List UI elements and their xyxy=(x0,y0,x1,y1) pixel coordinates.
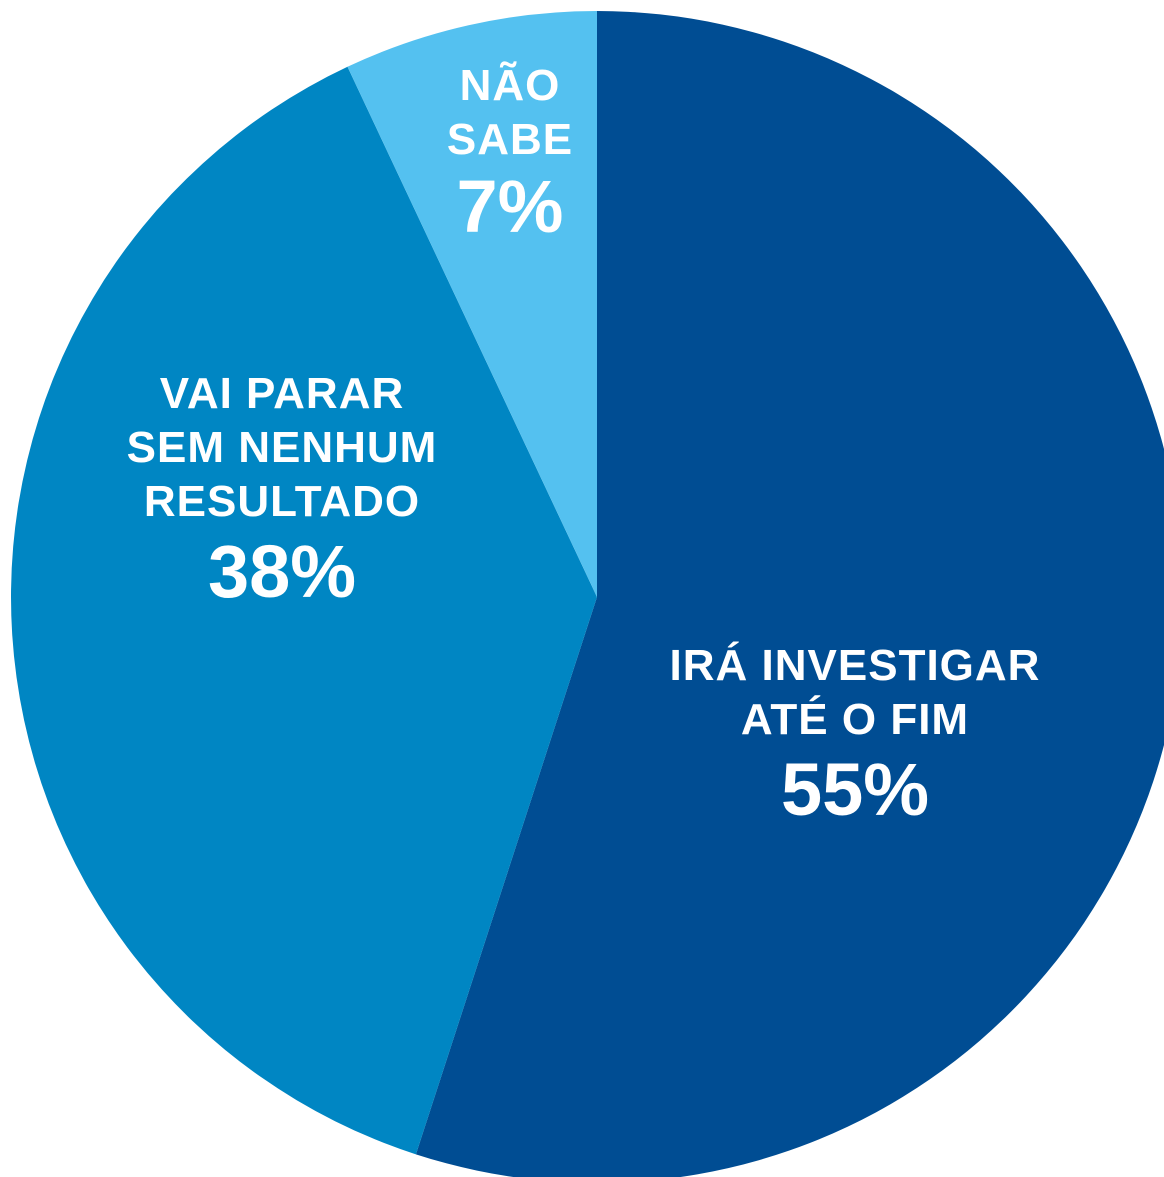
value-label: 7% xyxy=(457,165,564,248)
label-line: VAI PARAR xyxy=(160,369,405,418)
label-line: SABE xyxy=(447,115,573,164)
label-line: SEM NENHUM xyxy=(127,423,438,472)
label-line: IRÁ INVESTIGAR xyxy=(670,640,1041,690)
pie-slice xyxy=(347,11,597,597)
label-line: RESULTADO xyxy=(144,477,420,526)
label-line: NÃO xyxy=(460,60,561,110)
pie-slice xyxy=(415,11,1164,1177)
pie-slice xyxy=(11,66,597,1155)
label-line: ATÉ O FIM xyxy=(741,694,969,744)
slice-label: VAI PARAR SEM NENHUM RESULTADO xyxy=(127,369,438,526)
value-label: 55% xyxy=(781,748,929,831)
slice-label: NÃO SABE xyxy=(447,60,573,164)
value-label: 38% xyxy=(208,530,356,613)
slice-label: IRÁ INVESTIGAR ATÉ O FIM xyxy=(670,640,1041,744)
